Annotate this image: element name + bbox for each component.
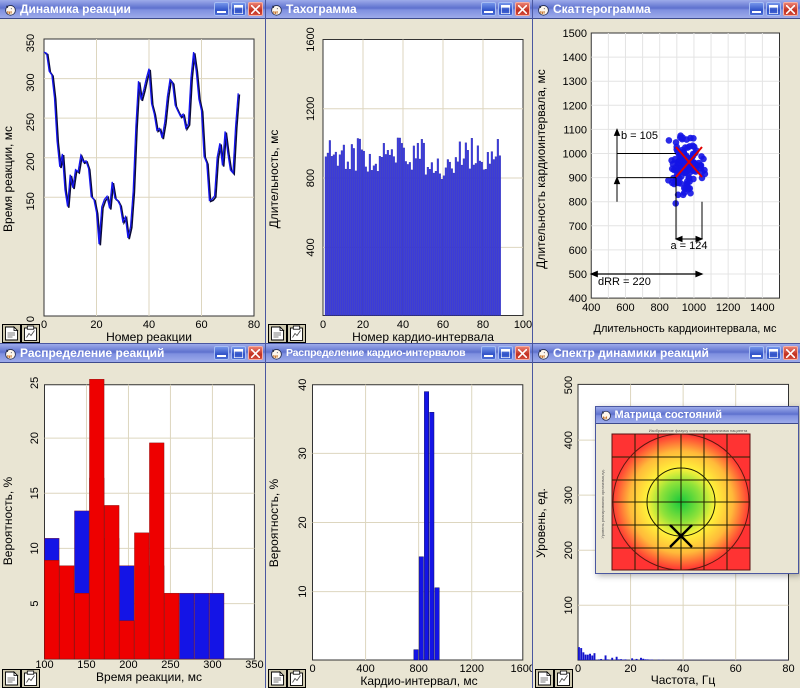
svg-text:1000: 1000 <box>563 149 587 161</box>
svg-text:Частота, Гц: Частота, Гц <box>651 673 716 687</box>
svg-text:1400: 1400 <box>750 302 774 314</box>
svg-text:600: 600 <box>616 302 634 314</box>
svg-text:a = 124: a = 124 <box>670 240 707 252</box>
svg-text:700: 700 <box>569 221 587 233</box>
svg-text:10: 10 <box>29 542 41 554</box>
svg-text:80: 80 <box>248 319 260 331</box>
svg-text:350: 350 <box>25 34 37 52</box>
svg-text:30: 30 <box>297 447 309 459</box>
svg-text:200: 200 <box>563 541 575 559</box>
svg-text:250: 250 <box>25 113 37 131</box>
svg-text:300: 300 <box>203 659 221 671</box>
svg-text:1600: 1600 <box>511 663 533 675</box>
svg-text:20: 20 <box>90 319 102 331</box>
svg-text:400: 400 <box>582 302 600 314</box>
svg-text:0: 0 <box>320 319 326 331</box>
svg-text:600: 600 <box>569 245 587 257</box>
svg-text:300: 300 <box>25 73 37 91</box>
svg-text:40: 40 <box>297 379 309 391</box>
svg-text:200: 200 <box>25 153 37 171</box>
svg-text:400: 400 <box>305 238 317 256</box>
svg-text:800: 800 <box>305 169 317 187</box>
svg-text:1000: 1000 <box>682 302 706 314</box>
svg-text:Длительность, мс: Длительность, мс <box>267 130 281 229</box>
svg-text:100: 100 <box>514 319 532 331</box>
svg-text:80: 80 <box>782 663 794 675</box>
svg-text:1200: 1200 <box>305 97 317 121</box>
svg-text:dRR = 220: dRR = 220 <box>598 276 651 288</box>
svg-text:20: 20 <box>297 516 309 528</box>
svg-text:10: 10 <box>297 586 309 598</box>
svg-text:Номер реакции: Номер реакции <box>106 330 192 344</box>
svg-text:1200: 1200 <box>716 302 740 314</box>
svg-text:1500: 1500 <box>563 28 587 40</box>
svg-text:20: 20 <box>624 663 636 675</box>
svg-text:25: 25 <box>29 377 41 389</box>
svg-text:800: 800 <box>569 197 587 209</box>
svg-text:b = 105: b = 105 <box>621 130 658 142</box>
svg-text:5: 5 <box>29 601 41 607</box>
svg-text:Длительность кардиоинтервала,: Длительность кардиоинтервала, мс <box>534 69 548 269</box>
svg-text:900: 900 <box>569 173 587 185</box>
svg-text:150: 150 <box>77 659 95 671</box>
svg-text:300: 300 <box>563 486 575 504</box>
svg-text:1600: 1600 <box>305 27 317 51</box>
svg-text:500: 500 <box>563 376 575 394</box>
svg-text:500: 500 <box>569 269 587 281</box>
svg-text:Время реакции, мс: Время реакции, мс <box>1 126 15 232</box>
svg-text:Время реакции, мс: Время реакции, мс <box>96 670 202 684</box>
svg-text:0: 0 <box>41 319 47 331</box>
svg-text:Изображение фазусу состояния о: Изображение фазусу состояния организма п… <box>648 428 747 433</box>
svg-text:0: 0 <box>25 316 37 322</box>
svg-text:350: 350 <box>245 659 263 671</box>
svg-text:100: 100 <box>563 596 575 614</box>
svg-text:60: 60 <box>195 319 207 331</box>
svg-text:1100: 1100 <box>563 124 587 136</box>
svg-text:0: 0 <box>309 663 315 675</box>
svg-text:1400: 1400 <box>563 52 587 64</box>
svg-text:15: 15 <box>29 487 41 499</box>
svg-text:400: 400 <box>563 431 575 449</box>
svg-text:Вероятность, %: Вероятность, % <box>1 476 15 565</box>
svg-text:Вероятность, %: Вероятность, % <box>267 478 281 567</box>
svg-text:Уровень, ед.: Уровень, ед. <box>534 488 548 558</box>
svg-text:150: 150 <box>25 192 37 210</box>
svg-text:800: 800 <box>651 302 669 314</box>
svg-text:Кардио-интервал, мс: Кардио-интервал, мс <box>360 674 477 688</box>
svg-text:0: 0 <box>575 663 581 675</box>
svg-text:1200: 1200 <box>563 100 587 112</box>
svg-text:1300: 1300 <box>563 76 587 88</box>
svg-text:20: 20 <box>29 432 41 444</box>
svg-text:Номер кардио-интервала: Номер кардио-интервала <box>352 330 494 344</box>
svg-text:Длительность кардиоинтервала,: Длительность кардиоинтервала, мс <box>594 323 777 335</box>
svg-text:Уровень реагирования организма: Уровень реагирования организма,ед. <box>600 469 605 538</box>
svg-text:60: 60 <box>730 663 742 675</box>
